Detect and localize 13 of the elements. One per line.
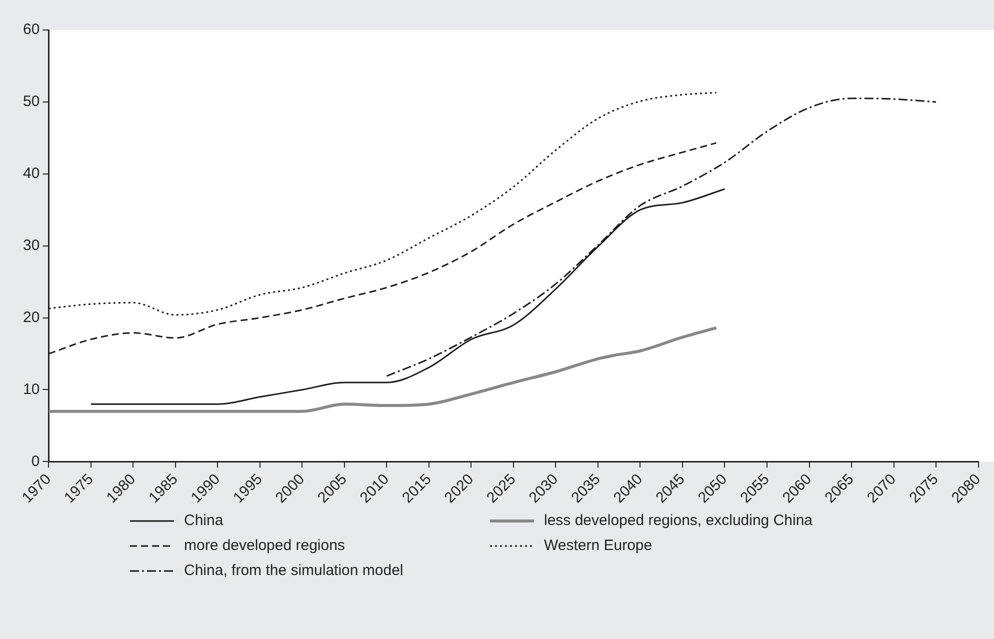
legend-label: Western Europe [544,537,652,554]
y-tick-label: 60 [22,21,40,38]
y-tick-label: 0 [31,452,40,470]
legend-label: more developed regions [184,537,345,554]
y-tick-label: 40 [22,165,40,182]
y-tick-label: 20 [22,308,40,326]
y-tick-label: 30 [22,236,40,254]
line-series [48,326,718,413]
legend-label: China [184,512,224,529]
legend-label: less developed regions, excluding China [544,512,813,529]
y-tick-label: 10 [22,380,40,398]
y-tick-label: 50 [22,93,40,110]
legend-label: China, from the simulation model [184,562,404,579]
